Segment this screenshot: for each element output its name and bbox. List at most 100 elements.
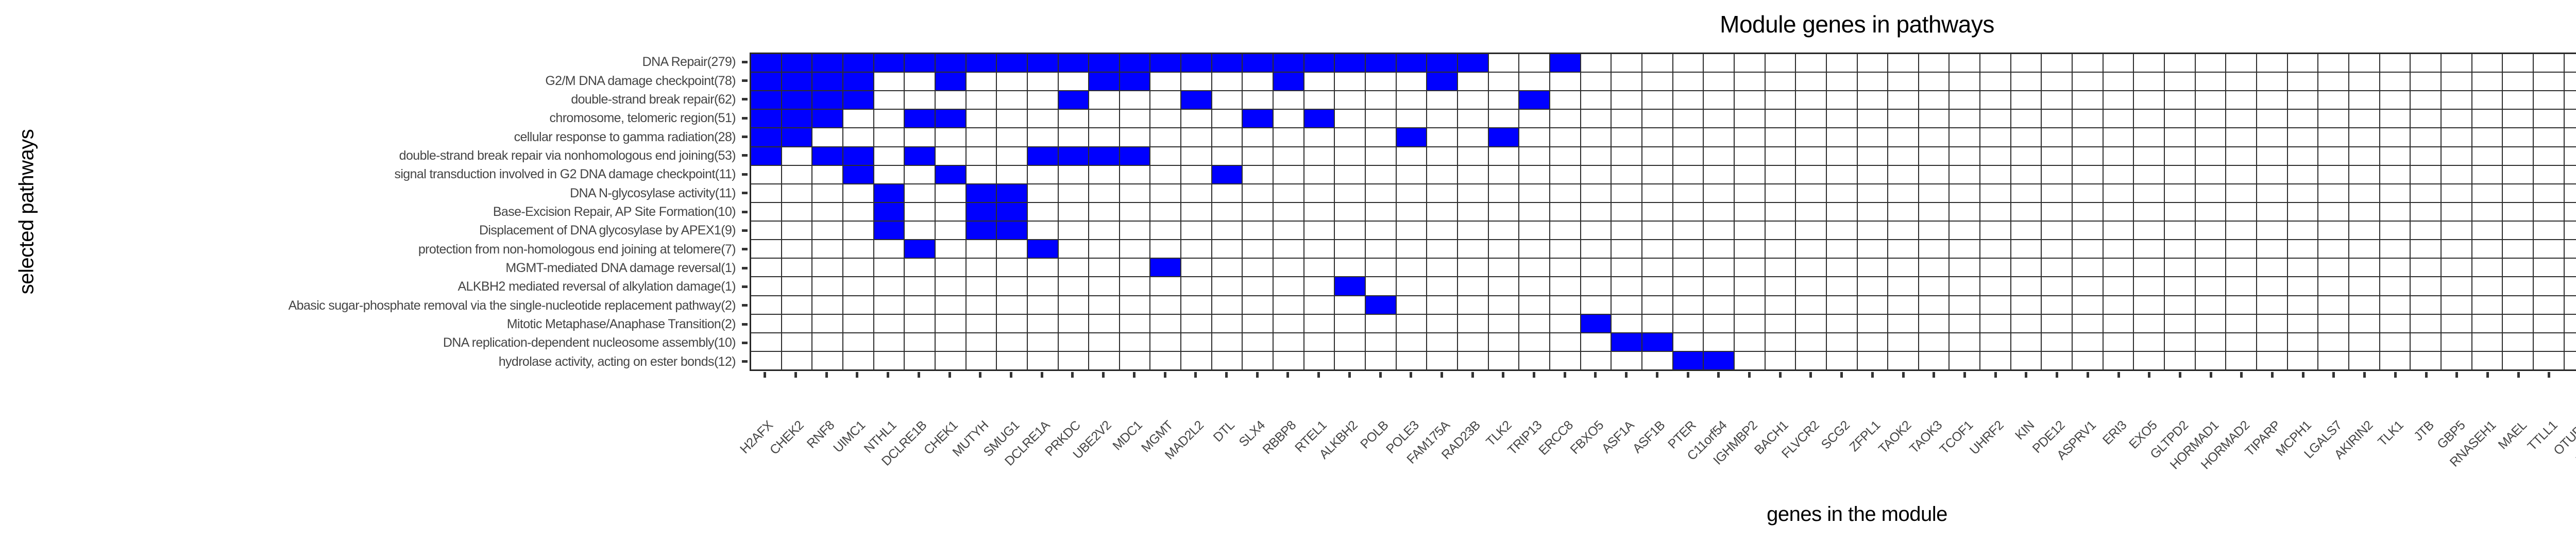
heatmap-cell [1734,128,1765,146]
heatmap-cell [1366,165,1396,183]
heatmap-cell [2257,333,2287,351]
heatmap-cell [2380,259,2410,277]
heatmap-cell [1212,202,1242,221]
heatmap-cell [1950,73,1980,91]
heatmap-cell [2380,296,2410,314]
heatmap-cell [751,165,781,183]
heatmap-cell [874,128,904,146]
heatmap-cell [1888,240,1918,258]
y-axis-label: DNA N-glycosylase activity(11) [570,185,736,200]
x-axis-label: DTL [1210,418,1238,445]
heatmap-cell [2257,184,2287,202]
heatmap-cell [966,54,996,72]
heatmap-cell [1366,91,1396,109]
heatmap-cell [1027,240,1058,258]
heatmap-cell [2349,110,2379,128]
heatmap-cell [782,314,812,332]
heatmap-cell [2195,259,2226,277]
heatmap-cell [1765,202,1795,221]
heatmap-cell [812,240,842,258]
heatmap-cell [1888,91,1918,109]
x-tick [2363,372,2366,378]
x-tick [1317,372,1320,378]
heatmap-cell [1335,277,1365,295]
heatmap-cell [2441,296,2471,314]
heatmap-cell [1612,147,1641,165]
heatmap-cell [1304,91,1334,109]
heatmap-cell [1243,259,1273,277]
heatmap-cell [1396,314,1427,332]
heatmap-cell [2472,314,2502,332]
heatmap-cell [1458,333,1488,351]
heatmap-cell [2226,296,2256,314]
heatmap-cell [812,147,842,165]
heatmap-cell [2073,314,2103,332]
heatmap-cell [905,110,935,128]
heatmap-cell [1919,73,1949,91]
heatmap-cell [874,184,904,202]
heatmap-cell [1950,91,1980,109]
x-tick [1502,372,1505,378]
heatmap-cell [1304,184,1334,202]
heatmap-cell [2503,314,2533,332]
heatmap-cell [1642,333,1672,351]
heatmap-cell [782,128,812,146]
heatmap-cell [2533,314,2564,332]
heatmap-cell [935,91,965,109]
heatmap-cell [2165,110,2195,128]
y-axis-label: double-strand break repair(62) [571,92,736,107]
x-tick [1748,372,1751,378]
heatmap-cell [1673,54,1703,72]
heatmap-cell [751,128,781,146]
heatmap-cell [2165,296,2195,314]
heatmap-cell [1304,314,1334,332]
heatmap-cell [1950,202,1980,221]
heatmap-cell [1857,277,1888,295]
heatmap-cell [1704,202,1734,221]
heatmap-cell [1550,73,1580,91]
heatmap-cell [1673,110,1703,128]
heatmap-cell [2318,351,2348,369]
heatmap-cell [1396,54,1427,72]
heatmap-cell [1673,91,1703,109]
heatmap-cell [1181,54,1211,72]
heatmap-cell [2287,222,2318,240]
heatmap-cell [1427,91,1457,109]
x-tick [2086,372,2089,378]
heatmap-cell [997,54,1027,72]
heatmap-cell [2503,54,2533,72]
heatmap-cell [2472,147,2502,165]
heatmap-cell [1058,314,1089,332]
heatmap-cell [1857,314,1888,332]
heatmap-cell [1304,333,1334,351]
heatmap-cell [1396,110,1427,128]
heatmap-cell [1304,54,1334,72]
heatmap-cell [1027,147,1058,165]
heatmap-cell [2073,277,2103,295]
heatmap-cell [1826,128,1857,146]
heatmap-cell [2011,54,2041,72]
heatmap-cell [2533,259,2564,277]
heatmap-cell [1150,202,1181,221]
x-tick [1533,372,1536,378]
heatmap-cell [1673,128,1703,146]
heatmap-cell [1120,314,1150,332]
x-tick [2517,372,2520,378]
heatmap-cell [1734,110,1765,128]
heatmap-cell [1335,351,1365,369]
y-tick [742,116,748,120]
heatmap-cell [2165,91,2195,109]
heatmap-cell [2287,54,2318,72]
heatmap-cell [2103,110,2133,128]
heatmap-cell [2533,73,2564,91]
heatmap-cell [1089,351,1119,369]
heatmap-cell [1427,222,1457,240]
heatmap-cell [1274,351,1303,369]
heatmap-cell [1826,222,1857,240]
heatmap-cell [2103,314,2133,332]
heatmap-cell [1826,314,1857,332]
heatmap-cell [812,202,842,221]
heatmap-cell [1488,91,1519,109]
heatmap-cell [812,54,842,72]
